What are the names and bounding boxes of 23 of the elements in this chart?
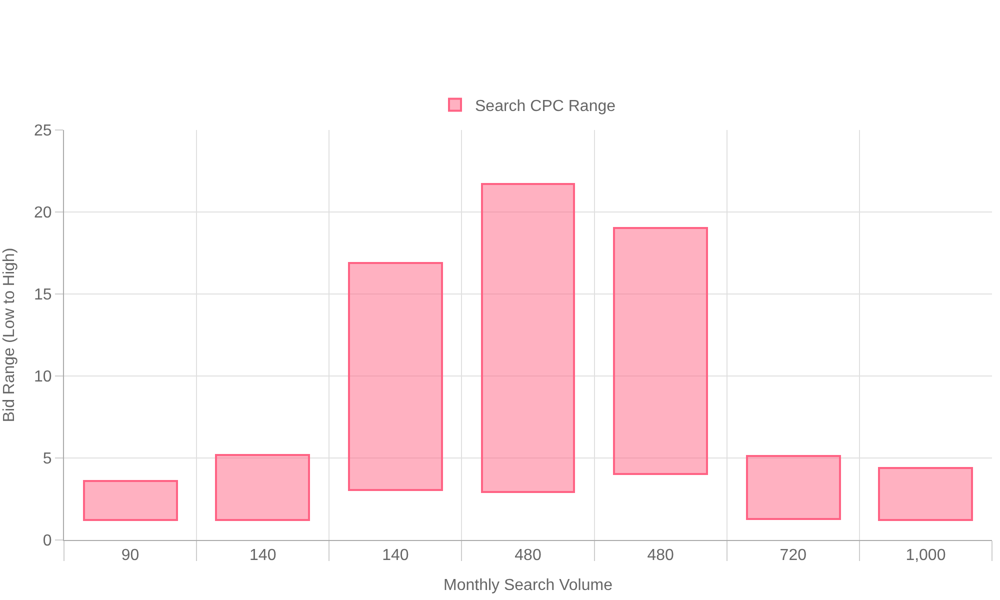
bar [215, 454, 310, 521]
y-tick-label: 15 [34, 286, 52, 304]
y-tick-label: 10 [34, 368, 52, 386]
y-tick-label: 25 [34, 122, 52, 140]
x-axis-title: Monthly Search Volume [444, 576, 613, 594]
bar [348, 262, 443, 491]
x-tick-label: 720 [780, 547, 807, 564]
y-tick-label: 20 [34, 204, 52, 222]
bar [83, 480, 178, 521]
x-tick-label: 480 [514, 547, 542, 564]
y-tick-label: 5 [42, 450, 52, 468]
x-tick-label: 480 [647, 547, 674, 564]
bar [878, 467, 973, 521]
y-axis-title: Bid Range (Low to High) [0, 248, 18, 422]
bar [481, 183, 575, 493]
x-tick-label: 1,000 [906, 547, 946, 564]
x-tick-label: 140 [250, 547, 276, 564]
legend-label: Search CPC Range [475, 98, 616, 115]
bar [746, 455, 841, 520]
bar [613, 227, 708, 475]
x-tick-label: 90 [121, 547, 140, 564]
x-tick-label: 140 [382, 547, 409, 564]
y-tick-label: 0 [42, 532, 52, 550]
